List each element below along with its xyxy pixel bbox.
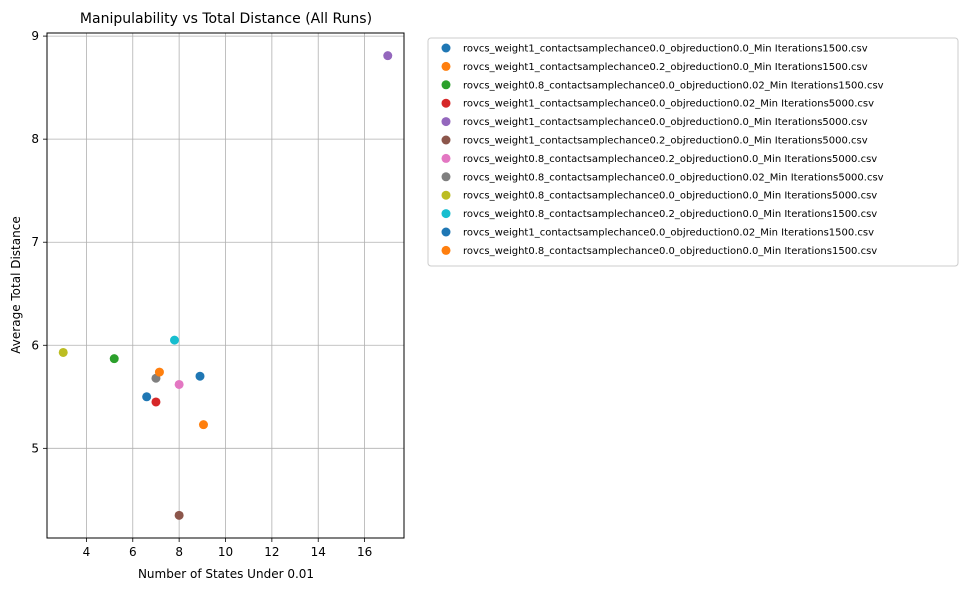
legend-label: rovcs_weight1_contactsamplechance0.0_obj… xyxy=(463,117,868,128)
legend-marker xyxy=(441,153,451,163)
legend-label: rovcs_weight0.8_contactsamplechance0.2_o… xyxy=(463,209,877,220)
legend-label: rovcs_weight0.8_contactsamplechance0.0_o… xyxy=(463,172,884,183)
x-tick-label: 16 xyxy=(357,545,372,559)
data-point xyxy=(383,51,393,61)
legend-label: rovcs_weight1_contactsamplechance0.2_obj… xyxy=(463,136,868,147)
data-point xyxy=(109,354,119,364)
data-point xyxy=(174,379,184,389)
legend-marker xyxy=(441,172,451,182)
legend-label: rovcs_weight1_contactsamplechance0.2_obj… xyxy=(463,62,868,73)
legend-label: rovcs_weight0.8_contactsamplechance0.0_o… xyxy=(463,246,877,257)
y-axis-label: Average Total Distance xyxy=(9,216,23,353)
legend-marker xyxy=(441,135,451,145)
data-points xyxy=(58,51,393,520)
legend-label: rovcs_weight0.8_contactsamplechance0.0_o… xyxy=(463,80,884,91)
data-point xyxy=(151,397,161,407)
legend-label: rovcs_weight1_contactsamplechance0.0_obj… xyxy=(463,228,874,239)
legend-marker xyxy=(441,190,451,200)
legend-label: rovcs_weight1_contactsamplechance0.0_obj… xyxy=(463,44,868,55)
legend-frame xyxy=(427,37,959,267)
y-tick-label: 9 xyxy=(31,29,39,43)
x-tick-label: 12 xyxy=(264,545,279,559)
y-tick-label: 5 xyxy=(31,441,39,455)
x-tick-label: 10 xyxy=(218,545,233,559)
legend-marker xyxy=(441,227,451,237)
legend-marker xyxy=(441,98,451,108)
data-point xyxy=(170,335,179,345)
legend-marker xyxy=(441,245,451,255)
legend-label: rovcs_weight0.8_contactsamplechance0.2_o… xyxy=(463,154,877,165)
legend-label: rovcs_weight0.8_contactsamplechance0.0_o… xyxy=(463,191,877,202)
legend-label: rovcs_weight1_contactsamplechance0.0_obj… xyxy=(463,99,874,110)
data-point xyxy=(198,420,208,430)
legend-marker xyxy=(441,80,451,90)
y-tick-label: 7 xyxy=(31,235,39,249)
data-point xyxy=(142,392,152,402)
data-point xyxy=(174,510,184,520)
x-tick-label: 8 xyxy=(175,545,183,559)
legend-marker xyxy=(441,61,451,71)
data-point xyxy=(154,367,164,377)
y-axis-ticks: 5 6 7 8 9 xyxy=(31,29,47,455)
x-tick-label: 6 xyxy=(129,545,137,559)
y-tick-label: 6 xyxy=(31,338,39,352)
x-tick-label: 14 xyxy=(311,545,326,559)
data-point xyxy=(195,371,205,381)
x-tick-label: 4 xyxy=(83,545,91,559)
data-point xyxy=(58,347,68,357)
x-axis-label: Number of States Under 0.01 xyxy=(138,567,314,581)
y-tick-label: 8 xyxy=(31,132,39,146)
x-axis-ticks: 4 6 8 10 12 14 16 xyxy=(83,538,372,559)
grid-lines xyxy=(47,33,404,538)
chart-title: Manipulability vs Total Distance (All Ru… xyxy=(80,11,372,27)
legend-marker xyxy=(441,43,451,53)
legend-marker xyxy=(441,117,451,127)
legend-marker xyxy=(441,209,451,219)
legend: rovcs_weight1_contactsamplechance0.0_obj… xyxy=(427,37,959,267)
